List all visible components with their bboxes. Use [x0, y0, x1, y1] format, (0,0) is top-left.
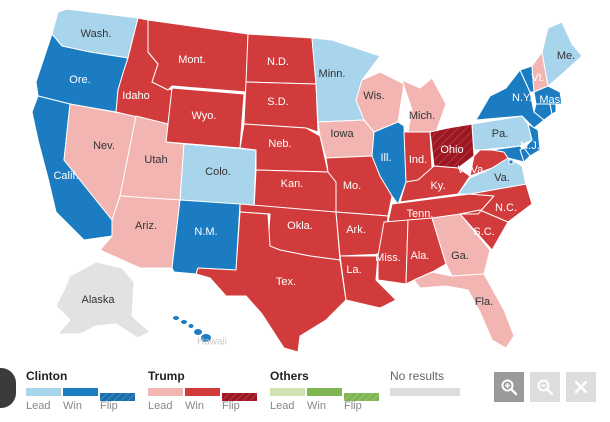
legend-no-results: No results: [390, 368, 460, 418]
legend-clinton-win-label: Win: [63, 400, 82, 412]
legend-others: Others Lead Win Flip: [270, 368, 379, 418]
label-in: Ind.: [409, 154, 427, 166]
state-tx[interactable]: [195, 211, 347, 353]
label-ar: Ark.: [346, 224, 366, 236]
legend-others-lead-label: Lead: [270, 400, 295, 412]
swatch-trump-flip: [222, 388, 257, 401]
state-ny[interactable]: [475, 69, 545, 129]
label-ia: Iowa: [330, 128, 354, 140]
state-sd[interactable]: [243, 81, 319, 133]
label-ma: Mass.: [539, 94, 568, 106]
label-tx: Tex.: [276, 276, 296, 288]
state-fl[interactable]: [413, 271, 515, 349]
label-la: La.: [346, 264, 361, 276]
label-ms: Miss.: [375, 252, 401, 264]
zoom-out-button[interactable]: [530, 372, 560, 402]
label-hi: Hawaii: [197, 337, 227, 348]
legend-no-results-title: No results: [390, 369, 445, 383]
swatch-clinton-win: [63, 388, 98, 396]
label-wa: Wash.: [81, 28, 112, 40]
label-mi: Mich.: [409, 110, 435, 122]
label-oh: Ohio: [440, 144, 463, 156]
state-ak[interactable]: [55, 261, 151, 339]
label-ut: Utah: [144, 154, 167, 166]
legend-others-win-label: Win: [307, 400, 326, 412]
swatch-others-lead: [270, 388, 305, 396]
swatch-others-win: [307, 388, 342, 396]
label-wy: Wyo.: [192, 110, 217, 122]
us-election-map: Wash. Ore. Calif. Nev. Idaho Mont. Wyo. …: [31, 8, 583, 353]
zoom-in-button[interactable]: [494, 372, 524, 402]
label-ok: Okla.: [287, 220, 313, 232]
label-va: Va.: [494, 172, 510, 184]
label-vt: Vt.: [531, 72, 544, 84]
label-mn: Minn.: [319, 68, 346, 80]
label-or: Ore.: [69, 74, 90, 86]
legend-clinton-title: Clinton: [26, 369, 68, 383]
legend-clinton: Clinton Lead Win Flip: [26, 368, 135, 418]
label-nd: N.D.: [267, 56, 289, 68]
zoom-in-icon: [501, 379, 518, 396]
state-ms[interactable]: [377, 219, 409, 285]
legend-trump-win-label: Win: [185, 400, 204, 412]
legend-clinton-lead-label: Lead: [26, 400, 51, 412]
legend-trump-lead-label: Lead: [148, 400, 173, 412]
label-mt: Mont.: [178, 54, 206, 66]
label-wi: Wis.: [363, 90, 384, 102]
label-ca: Calif.: [53, 170, 78, 182]
label-co: Colo.: [205, 166, 231, 178]
state-va[interactable]: [457, 157, 527, 195]
swatch-no-results: [390, 388, 460, 396]
label-nm: N.M.: [194, 226, 217, 238]
avatar: [0, 368, 16, 408]
state-nc[interactable]: [459, 183, 533, 223]
label-ny: N.Y.: [512, 92, 532, 104]
zoom-out-icon: [537, 379, 554, 396]
state-ky[interactable]: [399, 165, 471, 203]
swatch-others-flip: [344, 388, 379, 401]
label-id: Idaho: [122, 90, 150, 102]
label-wv: W.Va.: [458, 164, 487, 176]
legend-others-flip-label: Flip: [344, 400, 362, 412]
state-me[interactable]: [541, 21, 583, 87]
swatch-trump-win: [185, 388, 220, 396]
label-fl: Fla.: [475, 296, 493, 308]
state-ri[interactable]: [549, 103, 557, 115]
state-de[interactable]: [519, 147, 531, 163]
label-al: Ala.: [411, 250, 430, 262]
legend-trump: Trump Lead Win Flip: [148, 368, 257, 418]
swatch-clinton-flip: [100, 388, 135, 401]
state-ct[interactable]: [533, 103, 553, 121]
label-az: Ariz.: [135, 220, 157, 232]
state-mi[interactable]: [401, 77, 447, 133]
label-mo: Mo.: [343, 180, 361, 192]
label-ne: Neb.: [268, 138, 291, 150]
label-tn: Tenn.: [407, 208, 434, 220]
state-hi[interactable]: [173, 316, 211, 342]
label-ky: Ky.: [430, 180, 445, 192]
legend-others-title: Others: [270, 369, 309, 383]
reset-button[interactable]: [566, 372, 596, 402]
label-me: Me.: [557, 50, 575, 62]
legend-clinton-flip-label: Flip: [100, 400, 118, 412]
label-nc: N.C.: [495, 202, 517, 214]
swatch-trump-lead: [148, 388, 183, 396]
close-icon: [574, 380, 588, 394]
label-il: Ill.: [381, 152, 392, 164]
label-sc: S.C.: [473, 226, 494, 238]
label-sd: S.D.: [267, 96, 288, 108]
label-nj: N.J.: [520, 140, 540, 152]
legend-trump-flip-label: Flip: [222, 400, 240, 412]
state-dc[interactable]: [508, 159, 514, 165]
label-ga: Ga.: [451, 250, 469, 262]
legend-trump-title: Trump: [148, 369, 185, 383]
swatch-clinton-lead: [26, 388, 61, 396]
label-ak: Alaska: [81, 294, 115, 306]
label-ks: Kan.: [281, 178, 304, 190]
label-pa: Pa.: [492, 128, 509, 140]
label-nv: Nev.: [93, 140, 115, 152]
